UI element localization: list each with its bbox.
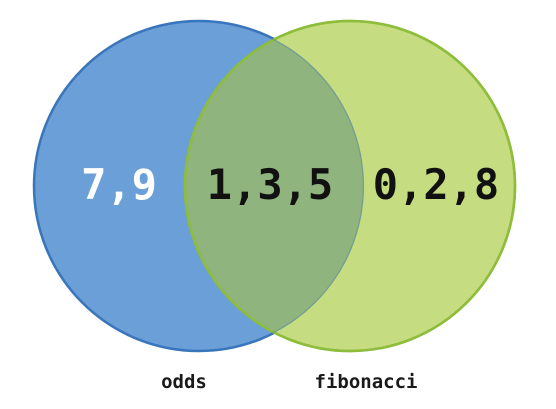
fibonacci-only-values: 0,2,8 [373, 160, 499, 209]
odds-set-label: odds [161, 371, 207, 393]
intersection-values: 1,3,5 [207, 160, 333, 209]
odds-only-values: 7,9 [81, 160, 157, 209]
fibonacci-set-label: fibonacci [315, 371, 418, 393]
intersection-region [185, 21, 364, 351]
fibonacci-set-outline [183, 19, 517, 353]
